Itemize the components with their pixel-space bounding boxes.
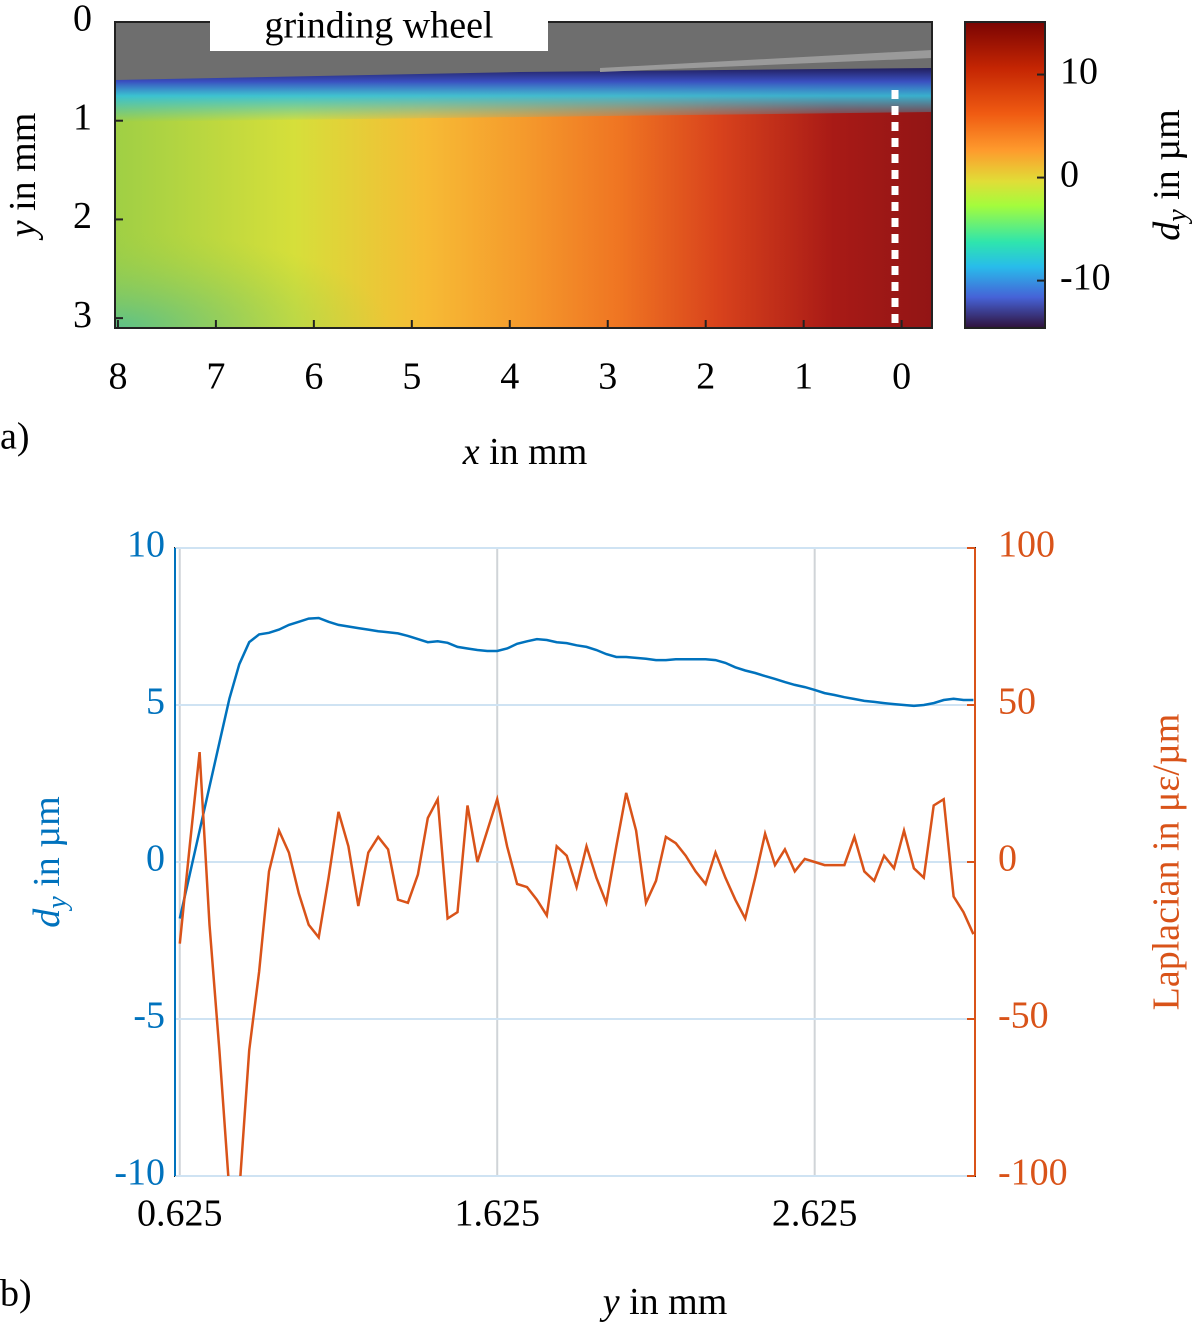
y-tick-label: 2 (73, 195, 92, 237)
x-tick-label: 6 (304, 356, 323, 398)
y-tick-label: 3 (73, 294, 92, 336)
x-tick-label: 2.625 (772, 1193, 858, 1235)
x-tick-label: 0 (892, 356, 911, 398)
axis-label: x in mm (462, 431, 588, 473)
annotation-box (210, 5, 548, 51)
x-tick-label: 1.625 (454, 1193, 540, 1235)
colorbar-tick-label: 10 (1060, 50, 1098, 92)
y-tick-label: 0 (73, 0, 92, 40)
y2-tick-label: -50 (998, 995, 1049, 1037)
heatmap-image (115, 22, 932, 328)
heatmap-shade (115, 150, 615, 328)
y2-tick-label: 0 (998, 838, 1017, 880)
axis-label: dy in µm (26, 796, 74, 927)
y2-tick-label: -100 (998, 1152, 1068, 1194)
x-tick-label: 4 (500, 356, 519, 398)
axis-label: y in mm (599, 1281, 728, 1323)
y-tick-label: 10 (127, 524, 165, 566)
y-tick-label: 5 (146, 681, 165, 723)
x-tick-label: 3 (598, 356, 617, 398)
axis-label: y in mm (2, 113, 44, 242)
colorbar (964, 21, 1046, 329)
annotation: grinding wheel (264, 5, 493, 47)
x-tick-label: 8 (108, 356, 127, 398)
y-tick-label: 1 (73, 96, 92, 138)
panel-label: a) (0, 416, 30, 458)
x-tick-label: 5 (402, 356, 421, 398)
y-tick-label: -5 (133, 995, 165, 1037)
label-text: in mm (620, 1281, 728, 1323)
colorbar-tick-label: -10 (1060, 256, 1111, 298)
x-tick-label: 0.625 (137, 1193, 223, 1235)
label-symbol: y (599, 1281, 620, 1323)
label-text: in µm (26, 796, 68, 896)
series-line (178, 616, 974, 919)
x-tick-label: 7 (206, 356, 225, 398)
axis-label: dy in µm (1146, 109, 1194, 240)
label-subscript: y (1162, 209, 1193, 225)
heatmap-edge (115, 64, 932, 122)
label-text: in mm (480, 431, 588, 473)
y-tick-label: 0 (146, 838, 165, 880)
label-subscript: y (42, 896, 73, 912)
label-symbol: y (2, 220, 44, 241)
x-tick-label: 1 (794, 356, 813, 398)
colorbar-tick-label: 0 (1060, 153, 1079, 195)
label-text: in µm (1146, 109, 1188, 209)
label-symbol: d (26, 908, 68, 928)
label-text: in mm (2, 113, 44, 221)
label-symbol: d (1146, 221, 1188, 241)
plot-lines (178, 616, 975, 1176)
label-symbol: x (462, 431, 480, 473)
panel-label: b) (0, 1273, 32, 1315)
y2-tick-label: 100 (998, 524, 1055, 566)
y2-tick-label: 50 (998, 681, 1036, 723)
wheel-rim (600, 50, 932, 72)
y-tick-label: -10 (114, 1152, 165, 1194)
series-line (178, 751, 975, 1176)
axis-label: Laplacian in με/µm (1146, 714, 1188, 1011)
x-tick-label: 2 (696, 356, 715, 398)
